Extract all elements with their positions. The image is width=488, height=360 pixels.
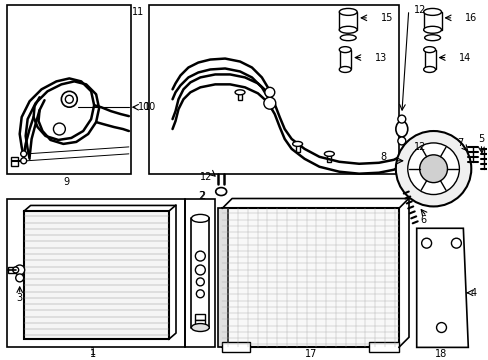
Bar: [195, 314, 205, 320]
Text: 4: 4: [469, 288, 475, 298]
Ellipse shape: [191, 324, 209, 332]
Polygon shape: [416, 228, 468, 347]
Bar: [195, 320, 205, 325]
Circle shape: [20, 151, 26, 157]
Circle shape: [61, 91, 77, 107]
Circle shape: [53, 123, 65, 135]
Circle shape: [264, 97, 275, 109]
Text: 2: 2: [199, 190, 205, 201]
Text: 11: 11: [131, 7, 143, 17]
Circle shape: [264, 87, 274, 97]
Ellipse shape: [423, 26, 441, 33]
Text: 12: 12: [413, 5, 425, 15]
Text: 13: 13: [374, 53, 386, 63]
Bar: [185, 198, 215, 347]
Bar: [424, 50, 435, 69]
Text: 3: 3: [17, 293, 23, 303]
Ellipse shape: [339, 26, 356, 33]
Circle shape: [397, 115, 405, 123]
Circle shape: [195, 265, 205, 275]
Bar: [238, 92, 242, 100]
Text: 10: 10: [143, 102, 156, 112]
Circle shape: [395, 131, 470, 206]
Bar: [148, 5, 398, 174]
Text: 2: 2: [198, 190, 204, 201]
Circle shape: [13, 267, 19, 273]
Ellipse shape: [423, 8, 441, 15]
Text: 7: 7: [456, 138, 463, 148]
Ellipse shape: [215, 188, 226, 195]
Ellipse shape: [423, 47, 435, 53]
Text: 12: 12: [413, 142, 425, 152]
Ellipse shape: [424, 35, 440, 41]
Ellipse shape: [235, 90, 244, 95]
Circle shape: [65, 95, 73, 103]
Ellipse shape: [339, 8, 356, 15]
Bar: [222, 342, 249, 352]
Circle shape: [436, 323, 446, 333]
Bar: [23, 211, 168, 339]
Ellipse shape: [339, 47, 350, 53]
Circle shape: [196, 290, 204, 298]
Ellipse shape: [395, 121, 407, 137]
Ellipse shape: [292, 141, 302, 147]
Bar: [295, 144, 299, 152]
Text: 1: 1: [90, 347, 96, 357]
Bar: [7, 198, 185, 347]
Bar: [7, 5, 131, 174]
Bar: [400, 154, 416, 167]
Text: 9: 9: [63, 177, 69, 186]
Circle shape: [196, 278, 204, 286]
Bar: [8, 267, 16, 273]
Bar: [339, 12, 356, 30]
Circle shape: [20, 158, 26, 164]
Bar: [218, 208, 228, 347]
Text: 5: 5: [477, 134, 483, 144]
Text: 6: 6: [420, 215, 426, 225]
Circle shape: [450, 238, 460, 248]
Bar: [340, 50, 350, 69]
Bar: [222, 208, 398, 347]
Text: 18: 18: [434, 349, 447, 359]
Bar: [326, 154, 331, 162]
Ellipse shape: [324, 151, 334, 156]
Bar: [11, 157, 18, 166]
Ellipse shape: [423, 67, 435, 72]
Circle shape: [421, 238, 431, 248]
Text: 10: 10: [138, 102, 150, 112]
Circle shape: [16, 274, 23, 282]
Text: 8: 8: [380, 152, 386, 162]
Text: 12: 12: [200, 172, 212, 182]
Ellipse shape: [340, 35, 355, 41]
Bar: [368, 342, 398, 352]
Circle shape: [407, 143, 458, 194]
Bar: [396, 157, 404, 164]
Circle shape: [195, 251, 205, 261]
Text: 14: 14: [458, 53, 470, 63]
Text: 1: 1: [90, 349, 96, 359]
Text: 16: 16: [465, 13, 477, 23]
Text: 15: 15: [380, 13, 392, 23]
Circle shape: [419, 155, 447, 183]
Circle shape: [397, 137, 405, 145]
Ellipse shape: [339, 67, 350, 72]
Text: 17: 17: [305, 349, 317, 359]
Ellipse shape: [191, 215, 209, 222]
Circle shape: [15, 265, 24, 275]
Bar: [423, 12, 441, 30]
